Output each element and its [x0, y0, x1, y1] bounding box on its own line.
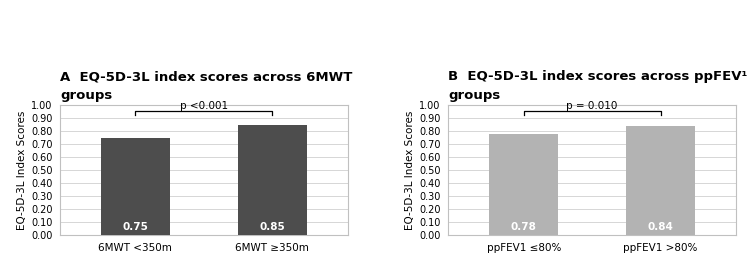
Text: 0.84: 0.84 — [647, 222, 674, 232]
Text: 0.78: 0.78 — [511, 222, 537, 232]
Bar — [490, 134, 558, 235]
Text: groups: groups — [448, 89, 501, 102]
Text: A  EQ-5D-3L index scores across 6MWT: A EQ-5D-3L index scores across 6MWT — [60, 70, 352, 83]
Text: p = 0.010: p = 0.010 — [566, 101, 618, 111]
Y-axis label: EQ-5D-3L Index Scores: EQ-5D-3L Index Scores — [405, 111, 415, 230]
Y-axis label: EQ-5D-3L Index Scores: EQ-5D-3L Index Scores — [17, 111, 27, 230]
Text: B  EQ-5D-3L index scores across ppFEV¹: B EQ-5D-3L index scores across ppFEV¹ — [448, 70, 748, 83]
Bar — [101, 138, 170, 235]
Text: p <0.001: p <0.001 — [179, 101, 228, 111]
Bar — [238, 125, 306, 235]
Text: 0.85: 0.85 — [260, 222, 285, 232]
Text: groups: groups — [60, 89, 113, 102]
Text: 0.75: 0.75 — [122, 222, 149, 232]
Bar — [626, 126, 695, 235]
